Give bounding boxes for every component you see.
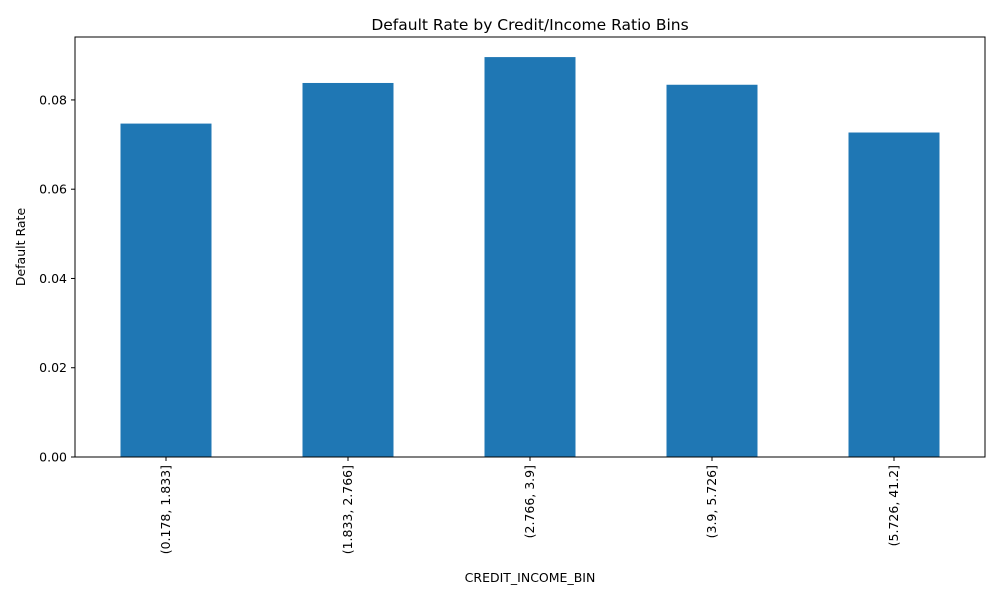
y-tick-label: 0.04: [39, 271, 67, 286]
bar: [666, 84, 758, 458]
chart-title: Default Rate by Credit/Income Ratio Bins: [371, 16, 688, 34]
bar: [848, 132, 940, 457]
x-axis-label: CREDIT_INCOME_BIN: [465, 570, 596, 585]
plot-area: 0.00 0.02 0.04 0.06 0.08 (0.178, 1.833] (1.833…: [39, 36, 986, 554]
bar: [484, 57, 576, 457]
x-tick-label: (3.9, 5.726]: [704, 465, 719, 538]
y-axis-label: Default Rate: [13, 208, 28, 287]
y-tick-label: 0.00: [39, 450, 67, 465]
y-tick-label: 0.02: [39, 360, 67, 375]
x-tick-label: (0.178, 1.833]: [158, 465, 173, 554]
y-tick-label: 0.08: [39, 92, 67, 107]
bar: [302, 82, 394, 458]
bar: [120, 123, 212, 457]
x-tick-label: (5.726, 41.2]: [886, 465, 901, 546]
y-tick-label: 0.06: [39, 182, 67, 197]
plot-frame: [74, 36, 986, 458]
x-tick-label: (2.766, 3.9]: [522, 465, 537, 538]
x-tick-label: (1.833, 2.766]: [340, 465, 355, 554]
